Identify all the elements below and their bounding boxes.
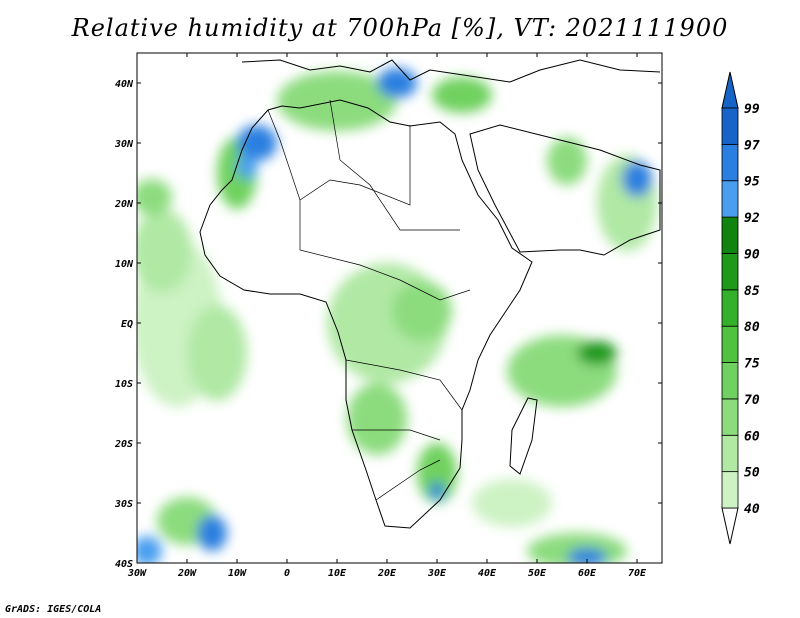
colorbar-segment	[721, 325, 739, 363]
arabia-coastline	[469, 124, 661, 256]
madagascar-coastline	[509, 397, 538, 475]
lat-tick-label: EQ	[121, 319, 133, 330]
humidity-region	[187, 305, 247, 401]
colorbar-label: 85	[744, 284, 760, 299]
humidity-region	[137, 179, 172, 215]
europe-coastline	[241, 59, 661, 83]
colorbar-segment	[721, 143, 739, 182]
lon-tick-label: 10W	[228, 568, 247, 579]
colorbar-segment	[721, 253, 739, 291]
colorbar-label: 40	[744, 502, 760, 517]
plot-frame	[136, 52, 663, 564]
humidity-region	[392, 281, 452, 341]
borders	[267, 99, 471, 501]
lat-tick-label: 20S	[114, 439, 133, 450]
colorbar-label: 95	[744, 175, 760, 190]
humidity-region	[577, 341, 617, 365]
humidity-region	[137, 536, 162, 563]
lat-tick-label: 40N	[115, 79, 134, 90]
lon-tick-label: 70E	[628, 568, 647, 579]
lon-tick-label: 20E	[377, 568, 397, 579]
colorbar: 40 50 60 70 75 80 85 90 92 95 97 99	[721, 71, 760, 545]
lon-tick-label: 20W	[177, 568, 197, 579]
colorbar-label: 92	[744, 211, 760, 226]
lon-tick-label: 30E	[427, 568, 447, 579]
humidity-region	[472, 479, 552, 527]
plot-area	[137, 53, 662, 563]
humidity-region	[377, 68, 417, 98]
lat-tick-label: 30N	[114, 139, 134, 150]
latitude-axis: 40N 30N 20N 10N EQ 10S 20S 30S 40S	[114, 79, 662, 570]
colorbar-segment	[721, 107, 739, 145]
humidity-region	[547, 137, 587, 185]
lat-tick-label: 10N	[115, 259, 134, 270]
humidity-region	[237, 155, 257, 179]
colorbar-segment	[721, 289, 739, 327]
lat-tick-label: 20N	[114, 199, 134, 210]
colorbar-label: 80	[744, 320, 760, 335]
humidity-region	[137, 209, 192, 293]
colorbar-segment	[721, 180, 739, 218]
colorbar-label: 90	[744, 247, 760, 262]
map-title: Relative humidity at 700hPa [%], VT: 202…	[71, 14, 729, 42]
credit-text: GrADS: IGES/COLA	[5, 604, 102, 615]
coastlines	[199, 59, 661, 529]
humidity-region	[432, 77, 492, 113]
colorbar-label: 97	[744, 138, 760, 153]
lat-tick-label: 10S	[115, 379, 133, 390]
colorbar-segment	[721, 471, 739, 509]
lon-tick-label: 60E	[578, 568, 597, 579]
lat-tick-label: 40S	[115, 559, 133, 570]
longitude-axis: 30W 20W 10W 0 10E 20E 30E 40E 50E 60E 70E	[127, 53, 647, 579]
colorbar-segment	[721, 362, 739, 400]
africa-coastline	[199, 99, 533, 529]
lon-tick-label: 50E	[528, 568, 547, 579]
lon-tick-label: 0	[284, 568, 290, 579]
colorbar-segment	[721, 216, 739, 254]
colorbar-label: 50	[744, 466, 760, 481]
lat-tick-label: 30S	[114, 499, 133, 510]
colorbar-upper-arrow	[721, 71, 739, 109]
humidity-region	[237, 125, 277, 161]
colorbar-label: 75	[744, 357, 760, 372]
humidity-region	[347, 383, 407, 455]
humidity-region	[429, 482, 445, 500]
humidity-region	[197, 515, 227, 551]
lon-tick-label: 30W	[127, 568, 147, 579]
colorbar-label: 70	[744, 393, 760, 408]
lon-tick-label: 10E	[328, 568, 347, 579]
humidity-region	[567, 548, 607, 563]
colorbar-label: 60	[744, 429, 760, 444]
colorbar-lower-arrow	[721, 507, 739, 545]
colorbar-label: 99	[744, 102, 760, 117]
colorbar-segment	[721, 398, 739, 436]
humidity-field	[137, 68, 657, 563]
lon-tick-label: 40E	[478, 568, 497, 579]
colorbar-segment	[721, 434, 739, 473]
humidity-region	[622, 161, 652, 197]
